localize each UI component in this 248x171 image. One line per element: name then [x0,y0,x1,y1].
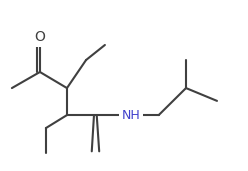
Text: O: O [34,30,45,44]
Text: NH: NH [122,109,141,122]
